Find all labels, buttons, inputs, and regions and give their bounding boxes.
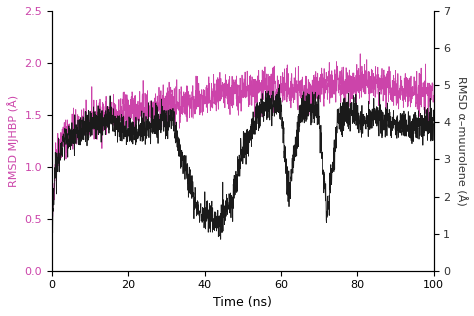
Y-axis label: RMSD MJHBP (Å): RMSD MJHBP (Å) [7,95,19,187]
X-axis label: Time (ns): Time (ns) [213,296,272,309]
Y-axis label: RMSD α–muurolene (Å): RMSD α–muurolene (Å) [456,76,467,206]
